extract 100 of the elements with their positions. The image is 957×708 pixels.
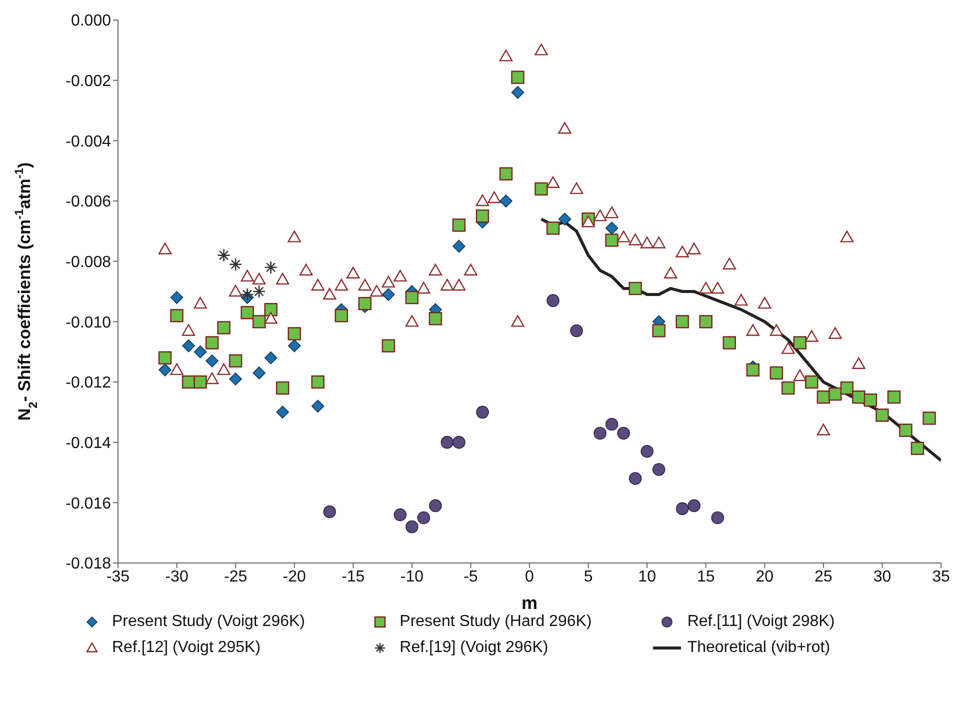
point [405,315,419,327]
y-tick-label: -0.006 [66,194,112,211]
point [323,288,336,300]
x-tick-label: 30 [873,568,892,586]
point [405,290,419,304]
point [276,381,290,395]
point [852,357,866,369]
point [194,375,207,389]
point [534,44,548,56]
point [864,394,878,407]
point [688,242,701,254]
point [676,502,689,516]
point [899,424,912,437]
point [511,86,524,99]
y-tick-label: -0.010 [66,314,112,332]
point [229,372,242,386]
point [452,240,466,253]
point [616,230,630,242]
point [605,206,618,218]
legend-label: Ref.[19] (Voigt 296K) [400,639,548,657]
point [452,218,466,232]
point [276,406,289,419]
point [594,426,606,440]
point [558,212,572,226]
legend-label: Ref.[12] (Voigt 295K) [112,639,261,657]
point [699,315,712,328]
point [722,336,736,350]
point [476,406,489,419]
point [593,209,607,222]
point [264,303,278,316]
point [452,278,466,291]
point [382,339,396,352]
y-tick-label: -0.008 [66,254,112,272]
point [840,230,854,242]
x-axis-title: m [521,593,538,613]
x-tick-label: 35 [932,568,950,586]
point [417,511,430,524]
point [276,272,290,285]
point [464,264,478,276]
legend-label: Present Study (Hard 296K) [400,613,592,631]
point [240,270,254,282]
point [440,278,454,291]
point [311,278,324,291]
point [252,366,266,380]
x-tick-label: 10 [638,568,656,586]
y-tick-label: 0.000 [70,12,112,30]
point [452,436,466,449]
point [676,246,689,258]
point [628,472,642,485]
point [334,309,348,322]
point [640,444,654,458]
point [358,278,372,291]
point [252,272,266,285]
point [828,327,842,339]
point [264,260,278,274]
point [394,270,407,282]
x-tick-label: -15 [342,568,365,586]
point [699,282,712,294]
point [194,296,207,309]
x-tick-label: -25 [224,568,248,586]
point [346,266,360,278]
x-tick-label: -30 [165,568,188,586]
x-tick-label: -10 [400,568,424,586]
point [476,209,490,223]
y-tick-label: -0.012 [66,374,112,392]
point [217,321,230,334]
y-tick-label: -0.016 [66,495,112,512]
point [922,412,936,425]
point [652,324,666,338]
point [182,324,196,336]
point [228,258,242,271]
point [910,442,924,455]
legend-label: Ref.[11] (Voigt 298K) [687,613,835,631]
point [887,390,901,404]
point [476,194,490,206]
point [793,369,807,382]
point [394,508,407,522]
point [605,222,618,235]
point [711,511,724,524]
point [417,282,430,294]
point [158,242,172,254]
point [793,336,807,350]
point [640,236,654,248]
point [158,351,172,364]
x-tick-label: 25 [814,568,832,586]
point [805,330,818,342]
point [534,182,548,196]
point [429,499,442,512]
point [170,309,184,322]
legend-label: Theoretical (vib+rot) [687,639,830,657]
point [206,354,218,368]
point [758,296,772,309]
point [511,315,524,327]
x-tick-label: -5 [464,568,478,586]
point [782,381,795,395]
y-tick-label: -0.002 [66,73,112,90]
point [652,463,666,476]
point [288,339,301,352]
point [628,282,642,296]
x-tick-label: 20 [756,568,774,586]
